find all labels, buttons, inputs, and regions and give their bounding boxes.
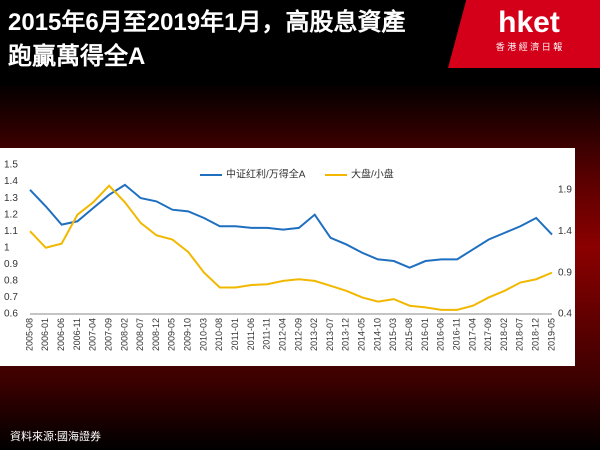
x-tick-label: 2013-12 bbox=[341, 318, 351, 351]
x-tick-label: 2011-11 bbox=[262, 318, 272, 350]
logo: hket 香 港 經 濟 日 報 bbox=[448, 0, 600, 68]
x-tick-label: 2016-11 bbox=[451, 318, 461, 350]
x-tick-label: 2010-08 bbox=[214, 318, 224, 351]
x-tick-label: 2018-02 bbox=[499, 318, 509, 351]
x-tick-label: 2008-12 bbox=[151, 318, 161, 351]
x-tick-label: 2019-05 bbox=[546, 318, 556, 351]
x-tick-label: 2014-05 bbox=[357, 318, 367, 351]
y-tick-label: 1 bbox=[4, 242, 10, 253]
y2-tick-label: 1.9 bbox=[558, 184, 572, 195]
x-tick-label: 2017-04 bbox=[467, 318, 477, 351]
series-line bbox=[29, 183, 553, 269]
y-tick-label: 1.3 bbox=[4, 193, 18, 204]
x-tick-label: 2009-05 bbox=[167, 318, 177, 351]
y-tick-label: 1.5 bbox=[4, 160, 18, 171]
x-tick-label: 2007-04 bbox=[88, 318, 98, 351]
x-tick-label: 2017-09 bbox=[483, 318, 493, 351]
y2-tick-label: 0.4 bbox=[558, 309, 572, 320]
y-tick-label: 1.2 bbox=[4, 209, 18, 220]
chart: 0.6 0.7 0.8 0.9 1 1.1 1.2 1.3 1.4 1.5 0.4 0.9 1.4 1.9… bbox=[0, 148, 575, 366]
x-tick-label: 2015-08 bbox=[404, 318, 414, 351]
x-tick-label: 2006-11 bbox=[72, 318, 82, 350]
y2-tick-label: 1.4 bbox=[558, 226, 572, 237]
x-tick-label: 2011-06 bbox=[246, 318, 256, 350]
series-line bbox=[29, 184, 553, 311]
x-tick-label: 2013-07 bbox=[325, 318, 335, 351]
x-tick-label: 2018-12 bbox=[531, 318, 541, 351]
x-tick-label: 2009-10 bbox=[183, 318, 193, 351]
x-tick-label: 2005-08 bbox=[24, 318, 34, 351]
x-tick-label: 2007-09 bbox=[103, 318, 113, 351]
logo-name: hket bbox=[498, 6, 560, 39]
x-tick-label: 2016-01 bbox=[420, 318, 430, 351]
x-tick-label: 2008-02 bbox=[119, 318, 129, 351]
x-tick-label: 2013-02 bbox=[309, 318, 319, 351]
y-tick-label: 0.9 bbox=[4, 259, 18, 270]
x-tick-label: 2018-07 bbox=[515, 318, 525, 351]
x-tick-label: 2010-03 bbox=[198, 318, 208, 351]
x-tick-label: 2012-09 bbox=[293, 318, 303, 351]
x-tick-label: 2016-06 bbox=[436, 318, 446, 351]
y-tick-label: 0.7 bbox=[4, 292, 18, 303]
x-tick-label: 2006-01 bbox=[40, 318, 50, 351]
y-tick-label: 0.8 bbox=[4, 276, 18, 287]
y2-tick-label: 0.9 bbox=[558, 267, 572, 278]
x-tick-label: 2012-04 bbox=[277, 318, 287, 351]
legend-label: 中证红利/万得全A bbox=[226, 168, 306, 181]
legend-label: 大盘/小盘 bbox=[351, 168, 394, 181]
chart-panel bbox=[0, 148, 575, 366]
x-tick-label: 2011-01 bbox=[230, 318, 240, 350]
x-tick-label: 2008-07 bbox=[135, 318, 145, 351]
x-tick-label: 2006-06 bbox=[56, 318, 66, 351]
y-tick-label: 1.4 bbox=[4, 176, 18, 187]
y-tick-label: 0.6 bbox=[4, 309, 18, 320]
x-tick-label: 2014-10 bbox=[372, 318, 382, 351]
y-tick-label: 1.1 bbox=[4, 226, 18, 237]
source: 資料來源:國海證券 bbox=[10, 431, 102, 443]
logo-tagline: 香 港 經 濟 日 報 bbox=[495, 42, 563, 52]
title: 2015年6月至2019年1月，高股息資產跑贏萬得全A bbox=[8, 9, 406, 70]
x-tick-label: 2015-03 bbox=[388, 318, 398, 351]
